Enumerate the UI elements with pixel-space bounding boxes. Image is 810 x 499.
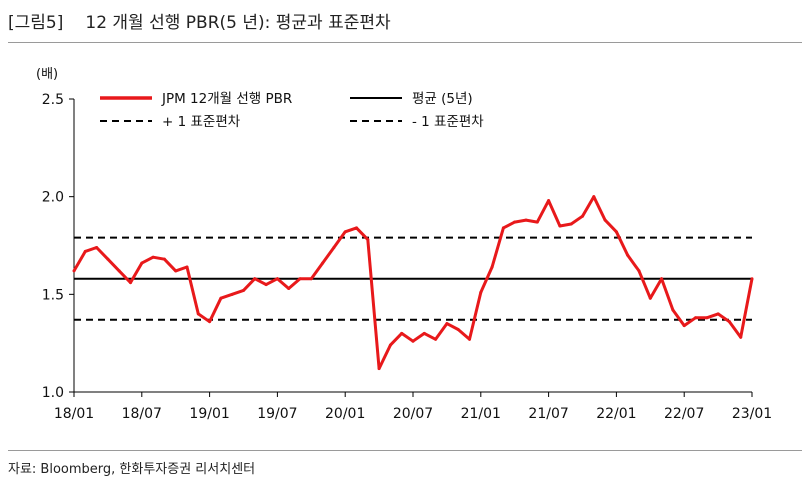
pbr-data-point — [547, 199, 551, 203]
pbr-data-point — [298, 277, 302, 281]
pbr-data-point — [671, 308, 675, 312]
pbr-data-point — [660, 277, 664, 281]
y-axis-unit: (배) — [36, 67, 58, 82]
pbr-data-point — [581, 214, 584, 218]
pbr-data-point — [343, 230, 347, 234]
pbr-data-point — [750, 277, 754, 281]
pbr-data-point — [739, 335, 743, 339]
pbr-data-point — [694, 316, 697, 320]
x-tick-label: 20/01 — [325, 406, 365, 422]
figure-title: [그림5] 12 개월 선행 PBR(5 년): 평균과 표준편차 — [8, 8, 391, 33]
legend-label: + 1 표준편차 — [162, 114, 241, 130]
pbr-data-point — [196, 312, 200, 316]
source-divider — [8, 450, 802, 451]
pbr-data-point — [716, 312, 720, 316]
pbr-data-point — [705, 316, 709, 320]
pbr-data-point — [129, 281, 132, 285]
pbr-data-point — [83, 249, 87, 253]
pbr-data-point — [264, 283, 268, 287]
legend-label: - 1 표준편차 — [412, 114, 484, 130]
pbr-data-point — [456, 327, 460, 331]
pbr-data-point — [106, 257, 110, 261]
x-tick-label: 23/01 — [732, 406, 772, 422]
pbr-data-point — [174, 269, 178, 273]
x-tick-label: 21/07 — [528, 406, 568, 422]
y-tick-label: 1.5 — [42, 287, 64, 303]
pbr-data-point — [614, 230, 618, 234]
pbr-data-point — [72, 269, 76, 273]
pbr-data-point — [637, 269, 641, 273]
pbr-data-point — [208, 320, 212, 324]
pbr-data-point — [727, 320, 731, 324]
pbr-data-point — [468, 337, 471, 341]
x-tick-label: 22/07 — [664, 406, 704, 422]
pbr-data-point — [219, 296, 223, 300]
pbr-data-point — [535, 220, 539, 224]
title-divider — [8, 42, 802, 43]
pbr-data-point — [355, 226, 358, 230]
pbr-data-point — [626, 253, 630, 257]
pbr-data-point — [321, 261, 325, 265]
pbr-data-point — [377, 367, 381, 371]
x-tick-label: 19/01 — [189, 406, 229, 422]
pbr-data-point — [332, 245, 336, 249]
legend-label: JPM 12개월 선행 PBR — [161, 91, 292, 107]
pbr-data-point — [592, 195, 596, 199]
y-tick-label: 2.5 — [42, 92, 64, 108]
legend-label: 평균 (5년) — [412, 91, 473, 107]
pbr-data-point — [366, 238, 370, 242]
x-tick-label: 19/07 — [257, 406, 297, 422]
pbr-data-point — [253, 277, 257, 281]
pbr-data-point — [501, 226, 505, 230]
pbr-data-point — [162, 257, 166, 261]
pbr-data-point — [445, 322, 449, 326]
pbr-data-point — [422, 331, 426, 335]
pbr-data-point — [479, 290, 483, 294]
pbr-data-point — [230, 292, 234, 296]
pbr-data-point — [388, 343, 392, 347]
pbr-data-point — [490, 265, 494, 269]
pbr-data-point — [400, 331, 404, 335]
pbr-data-point — [151, 255, 155, 259]
x-tick-label: 18/01 — [54, 406, 94, 422]
x-tick-label: 18/07 — [122, 406, 162, 422]
pbr-data-point — [682, 324, 686, 328]
pbr-data-point — [117, 269, 121, 273]
figure-title-text: 12 개월 선행 PBR(5 년): 평균과 표준편차 — [85, 13, 391, 33]
pbr-data-point — [95, 245, 99, 249]
pbr-data-point — [558, 224, 562, 228]
pbr-data-point — [275, 277, 279, 281]
figure-label: [그림5] — [8, 13, 64, 33]
pbr-data-point — [287, 286, 291, 290]
pbr-data-point — [309, 277, 313, 281]
pbr-data-point — [434, 337, 438, 341]
pbr-data-point — [569, 222, 573, 226]
source-note: 자료: Bloomberg, 한화투자증권 리서치센터 — [8, 462, 256, 477]
pbr-data-point — [140, 261, 144, 265]
pbr-data-point — [411, 339, 415, 343]
pbr-data-point — [524, 218, 528, 222]
y-tick-label: 2.0 — [42, 190, 64, 206]
pbr-data-point — [242, 288, 245, 292]
x-tick-label: 20/07 — [393, 406, 433, 422]
x-tick-label: 21/01 — [461, 406, 501, 422]
pbr-data-point — [603, 218, 607, 222]
y-tick-label: 1.0 — [42, 385, 64, 401]
pbr-data-point — [513, 220, 517, 224]
x-tick-label: 22/01 — [596, 406, 636, 422]
pbr-data-point — [185, 265, 189, 269]
pbr-series-line — [72, 195, 754, 371]
pbr-data-point — [648, 296, 652, 300]
